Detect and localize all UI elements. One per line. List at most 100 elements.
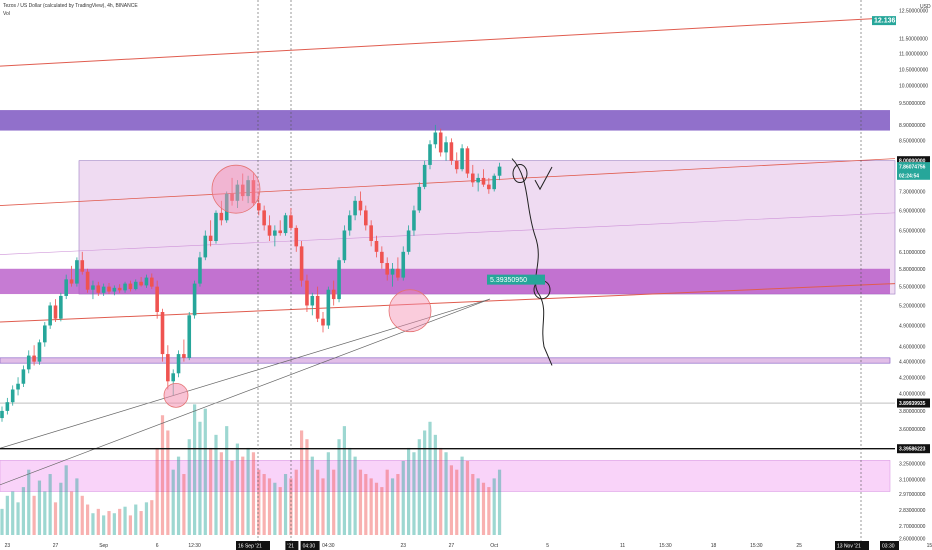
volume-bar <box>5 495 9 535</box>
price-tick-label: 5.50000000 <box>899 285 926 291</box>
volume-bar <box>267 478 272 535</box>
candle-body <box>10 389 15 403</box>
price-label-box <box>897 162 930 172</box>
volume-bar <box>193 404 197 535</box>
candle-body <box>139 281 143 286</box>
price-tick-label: 2.97000000 <box>899 492 926 498</box>
volume-bar <box>251 452 256 535</box>
candle-body <box>278 230 282 234</box>
indicator-label: Vol <box>3 11 10 17</box>
volume-bar <box>481 482 486 535</box>
volume-bar <box>69 491 74 535</box>
time-tick-label: 27 <box>53 543 59 549</box>
candle-body <box>438 132 443 153</box>
price-label-text: 12.136 <box>874 18 896 25</box>
candle-body <box>219 212 224 221</box>
candle-body <box>69 279 74 284</box>
volume-bar <box>171 469 175 535</box>
candle-body <box>37 342 42 362</box>
volume-bar <box>364 474 368 535</box>
price-tick-label: 3.60000000 <box>899 427 926 433</box>
candle-body <box>128 283 133 290</box>
lower-channel-line <box>0 283 896 323</box>
time-axis[interactable]: 2327Sep612:301304:302327Oct51115:301815:… <box>5 541 932 550</box>
time-highlight-label: 03:30 <box>882 544 895 550</box>
volume-bar <box>476 478 480 535</box>
volume-bar <box>423 430 427 535</box>
volume-bar <box>48 474 52 535</box>
candle-body <box>417 186 422 211</box>
volume-bar <box>96 508 100 535</box>
volume-bar <box>369 478 373 535</box>
price-tick-label: 2.83000000 <box>899 508 926 514</box>
price-tick-label: 8.50000000 <box>899 138 926 144</box>
candle-body <box>273 230 277 236</box>
candle-body <box>64 279 68 296</box>
volume-bar <box>198 421 202 535</box>
candle-body <box>396 268 400 278</box>
time-tick-label: 23 <box>5 543 11 549</box>
price-axis[interactable]: 12.50000000 11.50000000 11.00000000 10.5000… <box>872 4 931 542</box>
candle-body <box>422 164 427 187</box>
candle-body <box>347 215 352 231</box>
price-tick-label: 2.70000000 <box>899 524 926 530</box>
volume-bar <box>155 447 159 535</box>
volume-bar <box>75 478 79 535</box>
volume-bar <box>209 447 213 535</box>
volume-bar <box>300 430 304 535</box>
candle-body <box>203 235 208 258</box>
trendline-1 <box>0 298 491 449</box>
volume-bar <box>118 508 122 535</box>
volume-bar <box>102 515 106 535</box>
candle-body <box>364 210 368 226</box>
support-zone <box>0 268 890 295</box>
bottom-zone <box>0 460 891 492</box>
price-label-box <box>897 398 930 408</box>
volume-bar <box>412 452 416 535</box>
volume-bar <box>492 478 496 535</box>
volume-bar <box>380 487 384 535</box>
volume-bar <box>396 474 400 535</box>
time-tick-label: 15:30 <box>659 543 672 549</box>
time-tick-label: 04:30 <box>322 543 335 549</box>
highlight-circle-mid <box>388 289 432 333</box>
time-tick-label: Sep <box>99 543 108 549</box>
candle-body <box>214 212 218 241</box>
volume-bar <box>326 452 330 535</box>
volume-bar <box>241 456 245 535</box>
resistance-zone <box>0 110 890 131</box>
candle-body <box>5 402 10 411</box>
volume-bar <box>128 515 132 535</box>
volume-bar <box>460 456 464 535</box>
candle-body <box>26 355 31 370</box>
candle-body <box>155 286 159 313</box>
candle-body <box>342 230 347 261</box>
price-label-text: 3.39586223 <box>899 447 926 453</box>
volume-bar <box>37 480 42 535</box>
volume-bar <box>455 469 459 535</box>
price-tick-label: 3.10000000 <box>899 477 926 483</box>
time-highlight-label: 13 Nov '21 <box>837 544 861 550</box>
candle-body <box>283 215 288 234</box>
candle-body <box>21 369 26 384</box>
price-tick-label: 4.40000000 <box>899 360 926 366</box>
volume-bar <box>80 495 84 535</box>
price-tick-label: 6.50000000 <box>899 228 926 234</box>
volume-bar <box>374 482 379 535</box>
candle-body <box>91 285 95 290</box>
annotations-layer: 5.39350950 <box>163 158 553 408</box>
volume-bar <box>401 460 405 535</box>
candle-body <box>412 210 416 231</box>
candle-body <box>0 410 4 419</box>
volume-bar <box>273 482 277 535</box>
candle-body <box>32 355 36 362</box>
time-highlight-label: '21 <box>287 544 294 550</box>
volume-bar <box>310 456 314 535</box>
volume-bar <box>176 456 181 535</box>
chart-title: Tezos / US Dollar (calculated by Trading… <box>3 3 138 9</box>
volume-bar <box>134 504 138 535</box>
volume-bar <box>11 491 15 535</box>
volume-bar <box>439 447 443 535</box>
candle-body <box>374 240 379 252</box>
